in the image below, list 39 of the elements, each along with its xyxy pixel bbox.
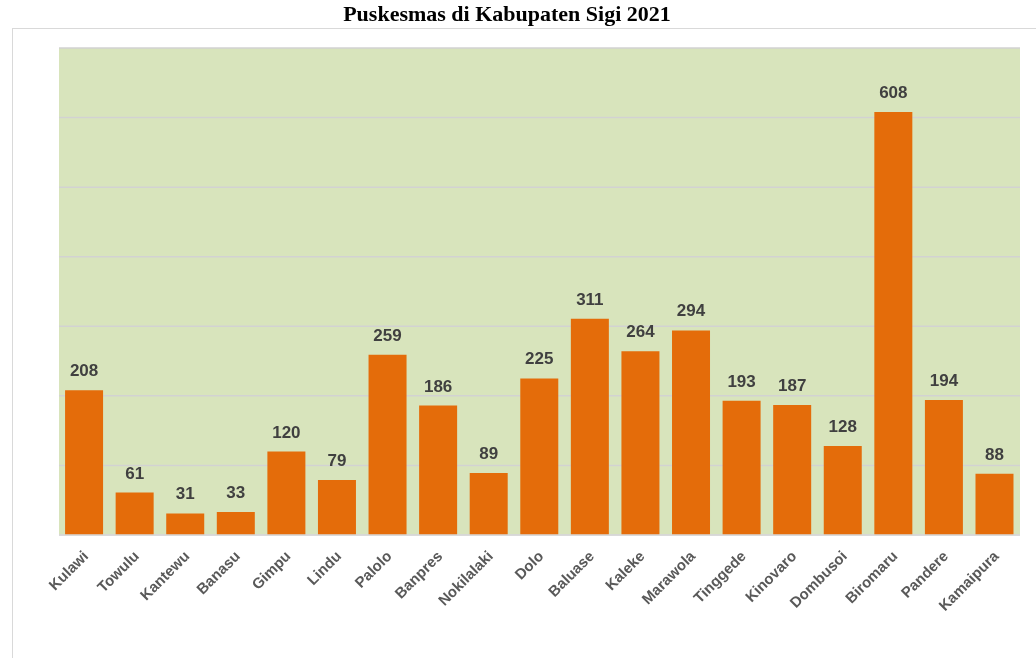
- data-label: 128: [828, 416, 857, 436]
- chart-title: Puskesmas di Kabupaten Sigi 2021: [342, 1, 672, 26]
- data-label: 193: [727, 371, 756, 391]
- bar: [823, 445, 862, 535]
- data-label: 89: [479, 444, 499, 464]
- data-label: 294: [676, 301, 706, 321]
- bar: [368, 354, 407, 535]
- data-label: 88: [985, 444, 1004, 464]
- data-label: 187: [777, 375, 807, 395]
- bar: [166, 513, 205, 535]
- data-label: 31: [175, 484, 195, 504]
- data-label: 608: [879, 83, 908, 103]
- bar: [773, 404, 812, 535]
- data-label: 225: [525, 349, 554, 369]
- data-label: 79: [327, 451, 347, 471]
- bar: [65, 390, 104, 535]
- bar: [975, 473, 1014, 535]
- data-label: 259: [373, 325, 402, 345]
- bar: [621, 351, 660, 535]
- data-label: 120: [272, 422, 301, 442]
- bar: [672, 330, 711, 535]
- data-label: 194: [929, 371, 959, 391]
- data-label: 264: [626, 322, 656, 342]
- bar: [924, 400, 963, 535]
- data-label: 311: [576, 289, 604, 309]
- bar: [267, 451, 306, 535]
- data-label: 33: [226, 483, 246, 503]
- bar: [469, 473, 508, 535]
- bar: [419, 405, 458, 535]
- bar: [115, 492, 154, 535]
- data-label: 61: [125, 463, 145, 483]
- bar: [722, 400, 761, 535]
- bar: [874, 112, 913, 535]
- data-label: 208: [69, 361, 99, 381]
- bar: [216, 512, 255, 535]
- bar: [317, 480, 356, 535]
- bar: [520, 378, 559, 535]
- bar: [570, 318, 609, 535]
- data-label: 186: [423, 376, 453, 396]
